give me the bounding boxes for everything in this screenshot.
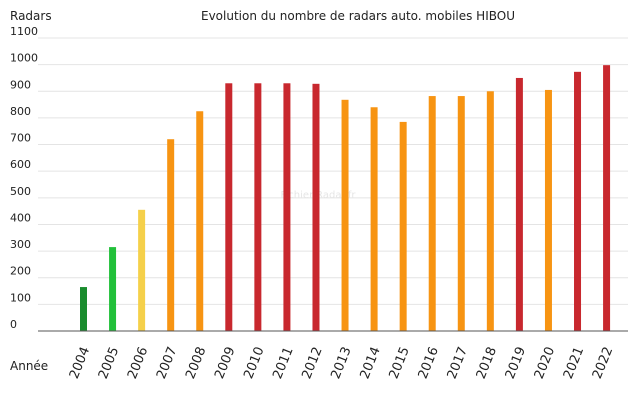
x-tick-label: 2020 — [532, 345, 558, 381]
bar-2010 — [254, 83, 262, 331]
y-tick-label: 1100 — [10, 25, 38, 38]
x-tick-label: 2021 — [561, 345, 587, 381]
y-tick-label: 0 — [10, 318, 17, 331]
y-tick-label: 400 — [10, 211, 31, 224]
bars — [80, 65, 611, 332]
x-tick-label: 2013 — [328, 345, 354, 381]
y-tick-label: 600 — [10, 158, 31, 171]
bar-2009 — [225, 83, 233, 331]
y-tick-label: 300 — [10, 238, 31, 251]
bar-2007 — [167, 139, 175, 331]
x-tick-label: 2012 — [299, 345, 325, 381]
bar-2014 — [370, 107, 378, 331]
x-tick-label: 2011 — [270, 345, 296, 381]
gridlines — [38, 37, 628, 305]
y-tick-label: 700 — [10, 132, 31, 145]
x-tick-label: 2004 — [67, 345, 93, 381]
bar-2006 — [138, 209, 146, 331]
x-tick-label: 2019 — [503, 345, 529, 381]
x-tick-labels: 2004 2005 2006 2007 2008 2009 2010 2011 2012 2013… — [67, 345, 616, 381]
bar-2013 — [341, 99, 349, 332]
x-tick-label: 2005 — [96, 345, 122, 381]
x-tick-label: 2016 — [416, 345, 442, 381]
bar-2017 — [457, 96, 465, 331]
bar-2008 — [196, 111, 204, 331]
x-axis-title: Année — [10, 359, 48, 373]
x-tick-label: 2007 — [154, 345, 180, 381]
y-tick-label: 100 — [10, 291, 31, 304]
bar-2012 — [312, 83, 320, 331]
x-tick-label: 2015 — [387, 345, 413, 381]
bar-2020 — [544, 89, 552, 331]
x-tick-label: 2018 — [474, 345, 500, 381]
x-tick-label: 2009 — [212, 345, 238, 381]
bar-2021 — [574, 71, 582, 331]
y-tick-labels: 0 100 200 300 400 500 600 700 800 900 1000 1100 — [10, 25, 38, 331]
x-tick-label: 2010 — [241, 345, 267, 381]
x-tick-label: 2006 — [125, 345, 151, 381]
bar-2015 — [399, 121, 407, 332]
y-tick-label: 900 — [10, 78, 31, 91]
y-tick-label: 500 — [10, 185, 31, 198]
bar-2018 — [486, 91, 494, 331]
y-tick-label: 200 — [10, 265, 31, 278]
bar-2004 — [80, 287, 87, 331]
y-tick-label: 800 — [10, 105, 31, 118]
y-tick-label: 1000 — [10, 52, 38, 65]
bar-2019 — [515, 77, 523, 331]
x-tick-label: 2022 — [590, 345, 616, 381]
x-tick-label: 2017 — [445, 345, 471, 381]
bar-2022 — [603, 65, 611, 331]
bar-2016 — [428, 96, 436, 331]
x-tick-label: 2014 — [358, 345, 384, 381]
chart-title: Evolution du nombre de radars auto. mobi… — [201, 9, 515, 23]
bar-2011 — [283, 83, 291, 331]
x-tick-label: 2008 — [183, 345, 209, 381]
bar-2005 — [109, 247, 117, 331]
y-axis-title: Radars — [10, 9, 52, 23]
